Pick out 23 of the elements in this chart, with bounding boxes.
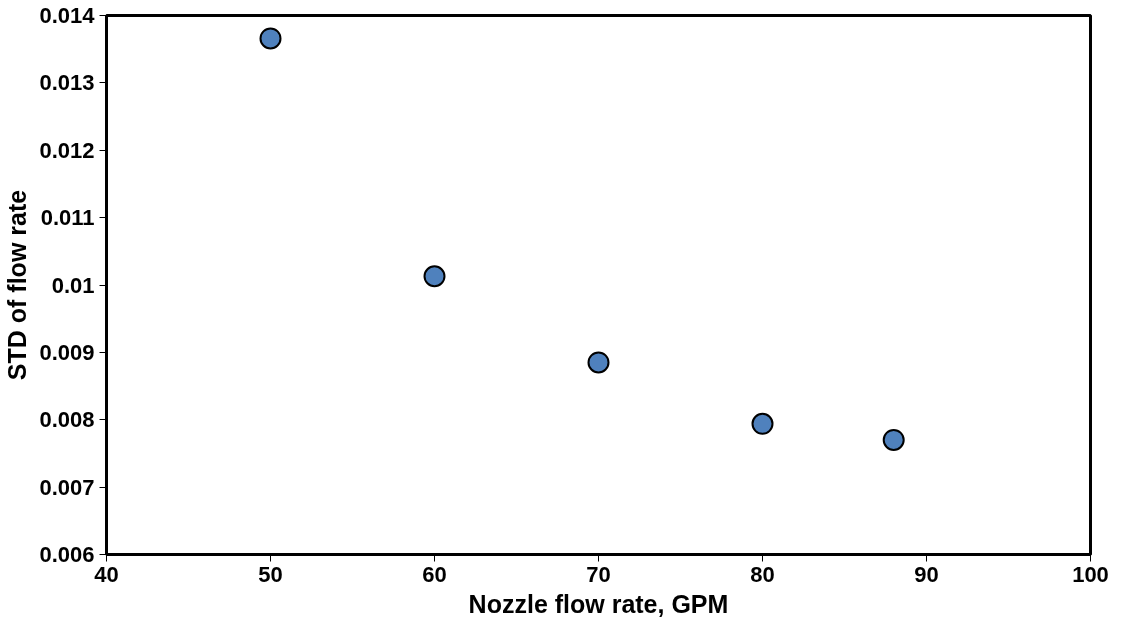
x-axis-title: Nozzle flow rate, GPM — [468, 589, 729, 618]
point — [423, 265, 446, 288]
point — [882, 428, 905, 451]
x-tick-label: 40 — [94, 561, 119, 587]
y-axis-title: STD of flow rate — [3, 189, 32, 381]
point — [587, 351, 610, 374]
y-tick-label: 0.01 — [51, 272, 95, 298]
y-tick-label: 0.013 — [39, 70, 95, 96]
y-tick-label: 0.014 — [39, 3, 96, 28]
y-tick-label: 0.009 — [39, 339, 95, 365]
x-tick-label: 80 — [750, 561, 775, 587]
y-tick-label: 0.008 — [39, 407, 95, 433]
point — [751, 412, 774, 435]
y-tick-label: 0.007 — [39, 474, 95, 500]
x-tick-label: 50 — [258, 561, 283, 587]
point — [259, 27, 282, 50]
y-tick-label: 0.012 — [39, 137, 95, 163]
x-tick-label: 60 — [422, 561, 447, 587]
y-tick-label: 0.011 — [40, 205, 95, 231]
x-tick-label: 70 — [586, 561, 611, 587]
x-tick-label: 100 — [1072, 561, 1109, 587]
y-tick-label: 0.006 — [39, 542, 95, 567]
x-tick-label: 90 — [914, 561, 939, 587]
